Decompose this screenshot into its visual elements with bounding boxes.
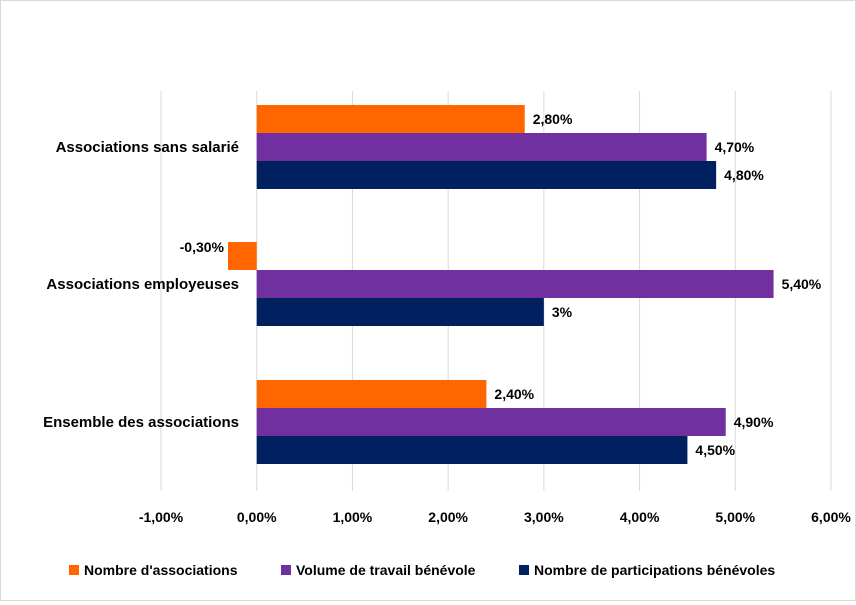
data-label: 4,80% bbox=[724, 167, 764, 183]
legend-swatch bbox=[519, 565, 529, 575]
legend-item-nombre-d-associations: Nombre d'associations bbox=[69, 562, 238, 578]
bar-nombre-d-associations bbox=[228, 242, 257, 270]
category-label: Associations sans salarié bbox=[56, 139, 239, 156]
x-tick-label: 4,00% bbox=[620, 509, 660, 525]
x-tick-label: -1,00% bbox=[139, 509, 184, 525]
data-label: 4,50% bbox=[695, 442, 735, 458]
x-tick-label: 5,00% bbox=[715, 509, 755, 525]
bar-nombre-d-associations bbox=[256, 105, 525, 133]
data-label: 2,40% bbox=[494, 386, 534, 402]
bar-volume-de-travail-benevole bbox=[256, 270, 774, 298]
bars bbox=[228, 105, 774, 464]
data-label: -0,30% bbox=[180, 239, 225, 255]
x-tick-label: 6,00% bbox=[811, 509, 851, 525]
x-tick-label: 2,00% bbox=[428, 509, 468, 525]
legend-swatch bbox=[281, 565, 291, 575]
legend-swatch bbox=[69, 565, 79, 575]
bar-nombre-de-participations-benevoles bbox=[256, 436, 688, 464]
legend-item-volume-de-travail-benevole: Volume de travail bénévole bbox=[281, 562, 476, 578]
x-tick-label: 3,00% bbox=[524, 509, 564, 525]
category-labels: Associations sans salarié Associations em… bbox=[43, 139, 239, 431]
data-label: 2,80% bbox=[533, 111, 573, 127]
data-labels: 2,80% 4,70% 4,80% -0,30% 5,40% 3% 2,40% 4,90% 4,… bbox=[180, 111, 822, 458]
legend-label: Nombre de participations bénévoles bbox=[534, 562, 775, 578]
legend: Nombre d'associations Volume de travail b… bbox=[69, 562, 775, 578]
bar-volume-de-travail-benevole bbox=[256, 133, 707, 161]
x-tick-label: 1,00% bbox=[333, 509, 373, 525]
category-label: Associations employeuses bbox=[46, 276, 239, 293]
bar-volume-de-travail-benevole bbox=[256, 408, 726, 436]
category-label: Ensemble des associations bbox=[43, 414, 239, 431]
legend-item-nombre-de-participations-benevoles: Nombre de participations bénévoles bbox=[519, 562, 775, 578]
bar-nombre-d-associations bbox=[256, 380, 487, 408]
data-label: 4,90% bbox=[734, 414, 774, 430]
bar-nombre-de-participations-benevoles bbox=[256, 161, 717, 189]
legend-label: Nombre d'associations bbox=[84, 562, 238, 578]
data-label: 3% bbox=[552, 304, 573, 320]
data-label: 5,40% bbox=[782, 276, 822, 292]
x-tick-label: 0,00% bbox=[237, 509, 277, 525]
bar-nombre-de-participations-benevoles bbox=[256, 298, 544, 326]
data-label: 4,70% bbox=[715, 139, 755, 155]
legend-label: Volume de travail bénévole bbox=[296, 562, 476, 578]
x-axis: -1,00% 0,00% 1,00% 2,00% 3,00% 4,00% 5,00% 6,00… bbox=[139, 509, 852, 525]
